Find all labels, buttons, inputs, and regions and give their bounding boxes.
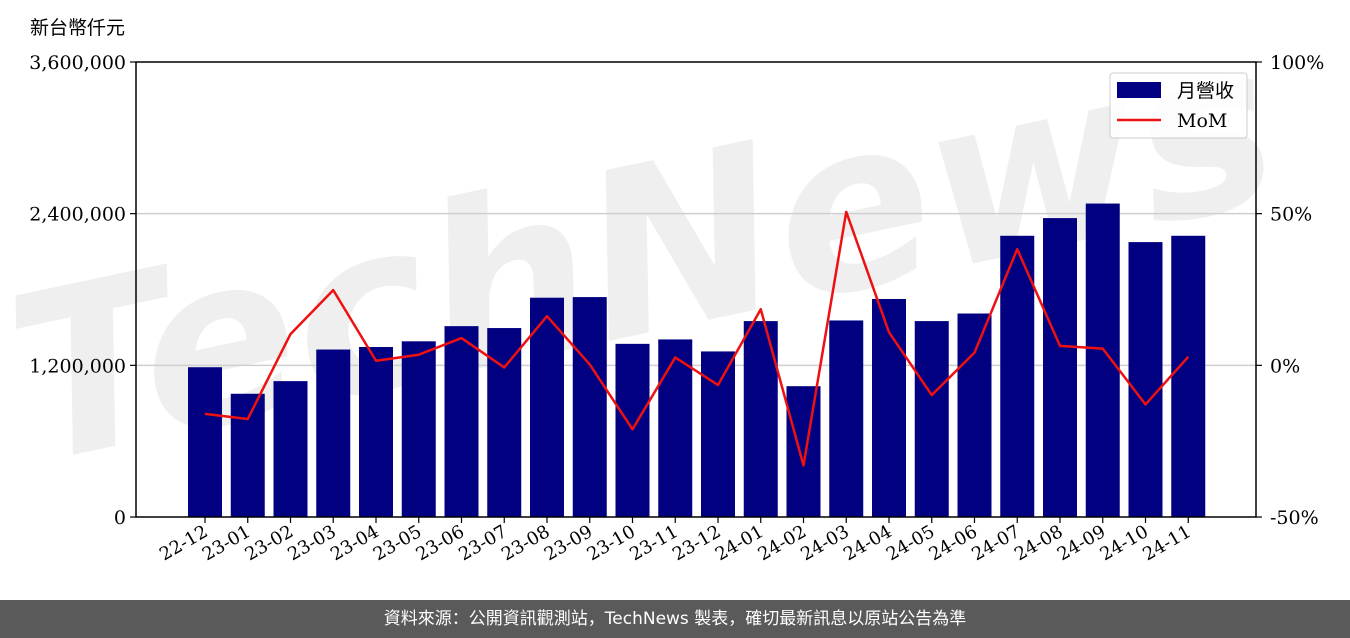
mom-line-group bbox=[204, 210, 1190, 467]
x-tick-label: 23-09 bbox=[541, 521, 596, 565]
x-tick-label: 23-08 bbox=[498, 521, 553, 565]
y-right-tick-label: 0% bbox=[1270, 355, 1300, 377]
bar bbox=[1128, 242, 1163, 517]
x-tick-label: 24-08 bbox=[1011, 521, 1066, 565]
x-tick-label: 24-09 bbox=[1054, 521, 1109, 565]
bar bbox=[829, 320, 864, 517]
x-tick-label: 23-05 bbox=[370, 521, 425, 565]
x-tick-label: 23-02 bbox=[242, 521, 297, 565]
x-tick-label: 23-07 bbox=[455, 521, 510, 565]
bar bbox=[658, 339, 693, 517]
bar bbox=[1043, 218, 1077, 517]
footer-source-note: 資料來源：公開資訊觀測站，TechNews 製表，確切最新訊息以原站公告為準 bbox=[0, 600, 1350, 638]
bar bbox=[444, 326, 479, 517]
legend-swatch-bar bbox=[1117, 82, 1161, 98]
x-tick-label: 23-11 bbox=[626, 521, 681, 565]
bar bbox=[401, 341, 436, 517]
x-tick-label: 24-07 bbox=[968, 521, 1023, 565]
bar bbox=[786, 386, 821, 517]
x-tick-label: 24-03 bbox=[797, 521, 852, 565]
y-left-tick-label: 1,200,000 bbox=[29, 355, 126, 377]
mom-line bbox=[204, 210, 1190, 467]
bar bbox=[1085, 203, 1120, 518]
x-tick-label: 23-10 bbox=[584, 521, 639, 565]
x-tick-label: 24-01 bbox=[712, 521, 767, 565]
y-right-tick-label: -50% bbox=[1270, 507, 1319, 529]
x-tick-label: 24-04 bbox=[840, 521, 895, 565]
bar bbox=[487, 328, 522, 517]
x-tick-label: 23-12 bbox=[669, 521, 724, 565]
x-tick-label: 23-01 bbox=[199, 521, 254, 565]
x-tick-label: 22-12 bbox=[156, 521, 211, 565]
bars bbox=[188, 203, 1206, 518]
x-tick-label: 23-03 bbox=[284, 521, 339, 565]
bar bbox=[572, 297, 607, 517]
x-tick-label: 23-06 bbox=[413, 521, 468, 565]
bar bbox=[273, 381, 308, 517]
chart: TechNews 01,200,0002,400,0003,600,000-50… bbox=[0, 0, 1324, 565]
y-right-tick-label: 100% bbox=[1270, 52, 1324, 74]
bar bbox=[1171, 235, 1206, 517]
x-tick-label: 24-10 bbox=[1097, 521, 1152, 565]
bar bbox=[316, 349, 351, 517]
x-tick-label: 24-06 bbox=[926, 521, 981, 565]
y-axis-unit-label: 新台幣仟元 bbox=[30, 17, 125, 39]
legend: 月營收 MoM bbox=[1109, 72, 1248, 139]
y-left-tick-label: 2,400,000 bbox=[29, 204, 126, 226]
bar bbox=[530, 297, 564, 517]
x-tick-label: 24-11 bbox=[1139, 521, 1194, 565]
legend-label: 月營收 bbox=[1177, 80, 1234, 102]
bar bbox=[914, 321, 949, 517]
bar bbox=[230, 393, 265, 517]
axes bbox=[135, 61, 1257, 518]
bar bbox=[359, 347, 393, 517]
y-right-tick-label: 50% bbox=[1270, 204, 1312, 226]
bar bbox=[872, 298, 906, 517]
bar bbox=[957, 313, 992, 517]
x-tick-label: 24-05 bbox=[883, 521, 938, 565]
y-left-tick-label: 0 bbox=[114, 507, 126, 529]
bar bbox=[188, 367, 222, 517]
x-tick-label: 23-04 bbox=[327, 521, 382, 565]
legend-label: MoM bbox=[1177, 110, 1227, 132]
bar bbox=[1000, 235, 1035, 517]
plot-frame bbox=[135, 61, 1257, 518]
y-left-tick-label: 3,600,000 bbox=[29, 52, 126, 74]
x-tick-label: 24-02 bbox=[755, 521, 810, 565]
